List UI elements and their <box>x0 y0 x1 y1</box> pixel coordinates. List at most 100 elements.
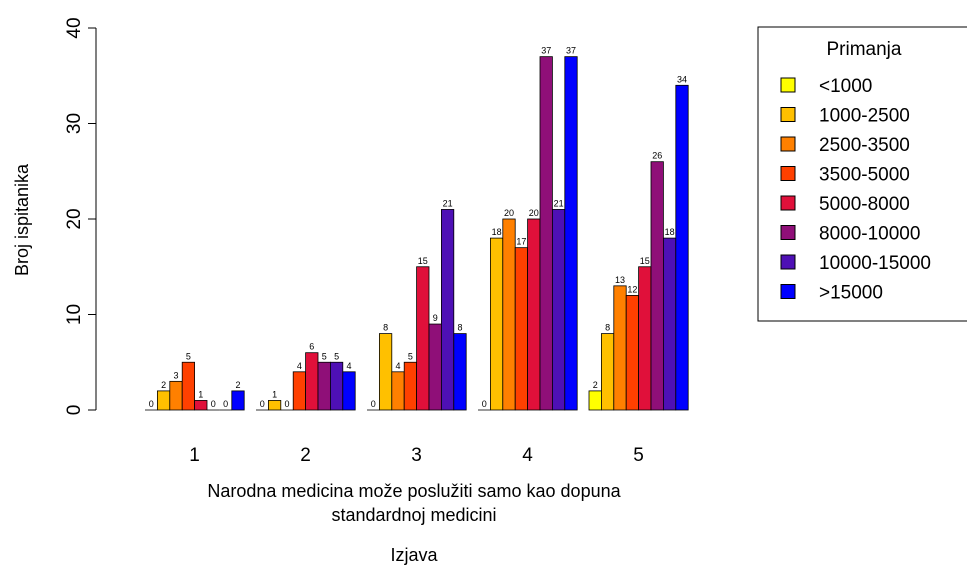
bar-3-8000-10000 <box>428 323 442 411</box>
value-label: 8 <box>457 323 462 333</box>
value-label: 0 <box>371 399 376 409</box>
bar-1-5000-8000 <box>194 400 208 411</box>
bar-2-5000-8000 <box>305 352 319 411</box>
value-label: 4 <box>297 361 302 371</box>
y-axis: 0 10 20 30 40 <box>64 17 97 416</box>
bar-5->15000 <box>675 84 689 411</box>
bar-5-3500-5000 <box>625 294 640 411</box>
value-label: 18 <box>665 227 675 237</box>
legend-label: 1000-2500 <box>819 106 910 127</box>
bar-1-1000-2500 <box>156 390 171 411</box>
legend-swatch <box>780 195 796 211</box>
legend: Primanja <1000 1000-2500 2500-3500 3500-500… <box>757 26 967 322</box>
value-label: 21 <box>443 198 453 208</box>
bar-2-10000-15000 <box>329 361 344 411</box>
value-label: 37 <box>566 46 576 56</box>
legend-label: 2500-3500 <box>819 135 910 156</box>
value-label: 17 <box>516 237 526 247</box>
y-tick-label: 30 <box>64 113 85 134</box>
value-label: 5 <box>408 351 413 361</box>
x-tick-labels-group: 1 2 3 4 5 <box>189 445 644 466</box>
value-label: 15 <box>418 256 428 266</box>
bar-1-2500-3500 <box>169 380 183 411</box>
bar-4-5000-8000 <box>527 218 541 411</box>
value-label: 20 <box>504 208 514 218</box>
value-label: 0 <box>223 399 228 409</box>
value-label: 9 <box>433 313 438 323</box>
value-label: 3 <box>173 370 178 380</box>
bar-1-3500-5000 <box>181 361 195 411</box>
bar-4-2500-3500 <box>502 218 516 411</box>
value-label: 5 <box>334 351 339 361</box>
value-label: 37 <box>541 46 551 56</box>
x-tick-label: 5 <box>633 445 644 466</box>
x-tick-label: 3 <box>411 445 422 466</box>
bar-3-3500-5000 <box>403 361 418 411</box>
value-label: 26 <box>652 151 662 161</box>
value-label: 15 <box>640 256 650 266</box>
legend-swatch <box>780 225 796 240</box>
value-label: 0 <box>482 399 487 409</box>
value-label: 0 <box>211 399 216 409</box>
bars-group <box>145 56 689 411</box>
legend-title: Primanja <box>827 39 902 60</box>
legend-swatch <box>780 284 796 299</box>
legend-swatch <box>780 136 796 152</box>
value-label: 1 <box>272 389 277 399</box>
value-label: 0 <box>149 399 154 409</box>
value-label: 5 <box>186 351 191 361</box>
legend-swatch <box>780 166 796 181</box>
x-tick-label: 2 <box>300 445 311 466</box>
bar-5-<1000 <box>588 390 602 411</box>
bar-5-10000-15000 <box>663 237 677 411</box>
value-label: 1 <box>198 389 203 399</box>
bar-3->15000 <box>453 333 467 411</box>
legend-swatch <box>780 77 796 93</box>
value-label: 8 <box>605 323 610 333</box>
legend-label: <1000 <box>819 76 872 97</box>
legend-label: 10000-15000 <box>819 253 931 274</box>
value-label: 2 <box>235 380 240 390</box>
value-label: 34 <box>677 74 687 84</box>
legend-label: >15000 <box>819 283 883 304</box>
y-tick-label: 40 <box>64 17 85 38</box>
y-tick-label: 10 <box>64 304 85 325</box>
x-axis-subtitle: Izjava <box>390 545 438 565</box>
bar-2-1000-2500 <box>267 400 282 411</box>
value-label: 2 <box>593 380 598 390</box>
bar-2->15000 <box>342 371 356 411</box>
bar-5-1000-2500 <box>601 333 615 411</box>
bar-5-2500-3500 <box>613 285 627 411</box>
value-label: 13 <box>615 275 625 285</box>
bar-3-2500-3500 <box>391 371 405 411</box>
bar-3-5000-8000 <box>416 266 430 411</box>
bar-5-8000-10000 <box>650 161 664 411</box>
value-label: 5 <box>322 351 327 361</box>
y-tick-label: 20 <box>64 208 85 229</box>
bar-3-10000-15000 <box>440 209 455 411</box>
bar-4->15000 <box>564 56 578 411</box>
legend-label: 3500-5000 <box>819 165 910 186</box>
value-label: 20 <box>529 208 539 218</box>
bar-2-3500-5000 <box>292 371 307 411</box>
value-label: 0 <box>260 399 265 409</box>
value-label: 4 <box>346 361 351 371</box>
bar-3-1000-2500 <box>378 333 393 411</box>
bar-4-10000-15000 <box>552 209 566 411</box>
value-label: 18 <box>492 227 502 237</box>
bar-1->15000 <box>231 390 245 411</box>
legend-swatch <box>780 254 796 270</box>
value-label: 6 <box>309 342 314 352</box>
y-tick-label: 0 <box>64 405 85 416</box>
x-tick-label: 4 <box>522 445 533 466</box>
y-axis-title: Broj ispitanika <box>12 163 32 276</box>
value-label: 2 <box>161 380 166 390</box>
value-label: 12 <box>627 284 637 294</box>
x-tick-label: 1 <box>189 445 200 466</box>
bar-5-5000-8000 <box>638 266 652 411</box>
bar-4-8000-10000 <box>539 56 553 411</box>
legend-swatch <box>780 107 796 122</box>
x-axis-title-line2: standardnoj medicini <box>331 505 496 525</box>
